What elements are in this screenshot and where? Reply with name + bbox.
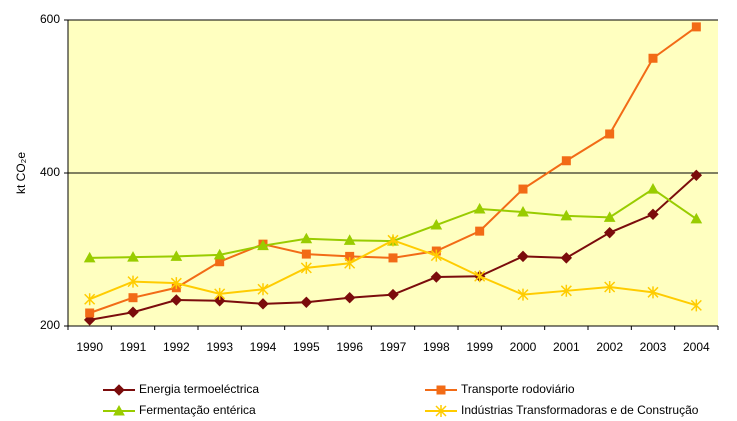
marker	[517, 205, 529, 217]
x-tick-label: 1998	[423, 340, 450, 354]
marker	[691, 22, 701, 32]
marker	[343, 234, 356, 245]
marker	[213, 295, 226, 307]
x-tick-label: 1996	[336, 340, 363, 354]
x-tick-label: 2001	[553, 340, 580, 354]
x-tick-label: 1992	[163, 340, 190, 354]
marker	[474, 270, 486, 283]
marker	[435, 405, 447, 417]
marker	[113, 404, 125, 416]
marker	[84, 293, 96, 306]
marker	[690, 299, 702, 312]
marker	[647, 183, 659, 194]
marker	[83, 251, 96, 263]
marker	[560, 209, 573, 221]
x-tick-label: 1999	[466, 340, 493, 354]
legend-label: Indústrias Transformadoras e de Construç…	[461, 403, 699, 417]
marker	[127, 251, 139, 262]
y-tick-label: 200	[40, 318, 60, 332]
marker	[561, 156, 571, 166]
marker	[647, 208, 659, 221]
marker	[430, 271, 443, 283]
legend-label: Energia termoeléctrica	[139, 382, 259, 396]
marker	[560, 284, 572, 297]
marker	[170, 277, 182, 290]
marker	[300, 296, 313, 308]
marker	[517, 250, 529, 263]
marker	[257, 239, 269, 251]
x-tick-label: 2002	[596, 340, 623, 354]
marker	[517, 288, 529, 301]
marker	[430, 249, 442, 262]
marker	[388, 253, 398, 263]
x-tick-label: 1990	[76, 340, 103, 354]
y-tick-label: 400	[40, 165, 60, 179]
marker	[343, 291, 356, 304]
marker	[560, 252, 573, 264]
x-tick-label: 1995	[293, 340, 320, 354]
legend-label: Transporte rodoviário	[461, 382, 575, 396]
marker	[213, 248, 226, 260]
marker	[604, 280, 616, 293]
y-axis-label: kt CO₂e	[14, 152, 28, 194]
marker	[214, 287, 226, 300]
marker	[473, 202, 486, 214]
x-tick-label: 2000	[510, 340, 537, 354]
legend-label: Fermentação entérica	[139, 403, 256, 417]
x-tick-label: 1994	[250, 340, 277, 354]
marker	[603, 226, 616, 239]
marker	[475, 226, 485, 236]
x-tick-label: 2004	[683, 340, 710, 354]
marker	[85, 308, 95, 318]
marker	[113, 384, 125, 396]
marker	[387, 288, 399, 301]
marker	[436, 385, 446, 395]
x-tick-label: 1997	[380, 340, 407, 354]
marker	[127, 306, 139, 318]
marker	[648, 53, 658, 63]
marker	[300, 232, 313, 244]
marker	[690, 212, 703, 224]
marker	[301, 249, 311, 259]
marker	[300, 261, 312, 274]
marker	[387, 234, 399, 247]
x-tick-label: 1993	[206, 340, 233, 354]
marker	[344, 257, 356, 270]
marker	[170, 250, 183, 261]
marker	[603, 211, 616, 222]
marker	[518, 184, 528, 194]
marker	[128, 293, 138, 303]
marker	[170, 294, 183, 306]
y-tick-label: 600	[40, 12, 60, 26]
marker	[690, 169, 703, 182]
marker	[127, 275, 139, 288]
marker	[257, 283, 269, 296]
marker	[605, 129, 615, 139]
x-tick-label: 1991	[120, 340, 147, 354]
marker	[257, 298, 269, 310]
marker	[647, 286, 659, 299]
x-tick-label: 2003	[640, 340, 667, 354]
marker	[430, 218, 443, 230]
